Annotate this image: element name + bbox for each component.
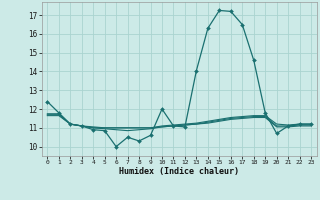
- X-axis label: Humidex (Indice chaleur): Humidex (Indice chaleur): [119, 167, 239, 176]
